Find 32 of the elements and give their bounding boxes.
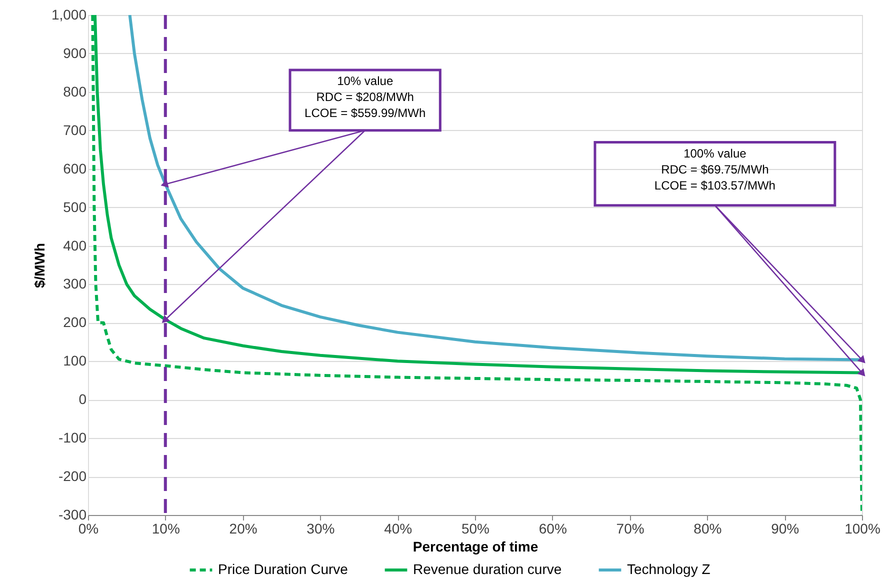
- y-tick-label: 800: [63, 83, 87, 100]
- x-tick-label: 20%: [229, 520, 258, 536]
- y-tick-label: 300: [63, 276, 87, 292]
- x-tick-label: 40%: [384, 520, 412, 536]
- y-tick-label: 900: [63, 44, 87, 61]
- x-tick-label: 30%: [306, 520, 335, 536]
- y-tick-label: 400: [63, 237, 87, 254]
- legend-label: Revenue duration curve: [413, 561, 562, 577]
- y-tick-label: 100: [63, 352, 87, 369]
- y-tick-label: 700: [63, 122, 87, 138]
- y-tick-label: -200: [58, 468, 87, 484]
- x-axis-title: Percentage of time: [412, 538, 538, 554]
- legend-label: Price Duration Curve: [218, 561, 348, 577]
- y-axis-title: $/MWh: [31, 242, 48, 288]
- y-tick-label: 1,000: [51, 6, 87, 22]
- x-tick-label: 50%: [461, 520, 490, 536]
- x-tick-label: 70%: [616, 520, 644, 536]
- y-tick-label: 500: [63, 198, 87, 215]
- annotation: 10% value RDC = $208/MWh LCOE = $559.99/MWh: [304, 74, 426, 120]
- y-tick-label: -100: [58, 430, 87, 446]
- x-tick-label: 60%: [538, 520, 567, 536]
- y-tick-label: 0: [78, 391, 87, 408]
- legend-label: Technology Z: [627, 561, 711, 577]
- x-tick-label: 10%: [152, 520, 180, 536]
- x-tick-label: 0%: [78, 520, 99, 536]
- y-tick-label: 200: [63, 314, 87, 330]
- y-tick-label: 600: [63, 160, 87, 176]
- y-tick-label: -300: [58, 506, 87, 522]
- annotation: 100% value RDC = $69.75/MWh LCOE = $103.57/MWh: [654, 146, 776, 192]
- x-tick-label: 90%: [771, 520, 800, 536]
- x-tick-label: 100%: [844, 520, 880, 536]
- x-tick-label: 80%: [694, 520, 722, 536]
